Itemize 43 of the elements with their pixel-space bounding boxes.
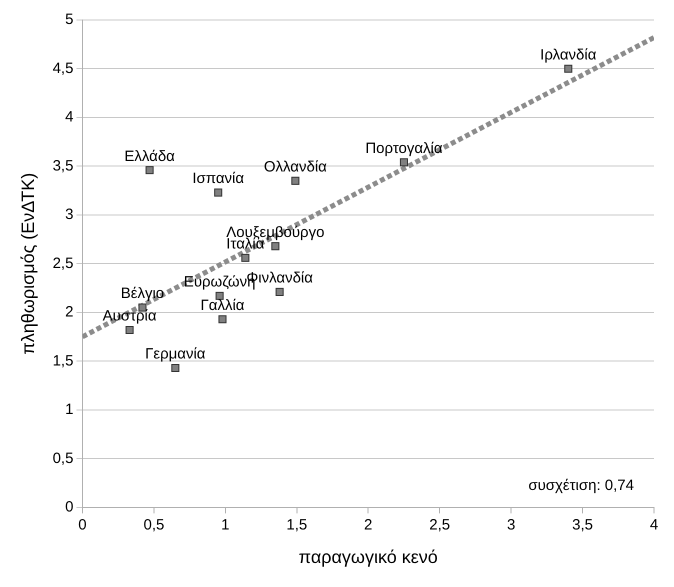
point (271, 242, 280, 250)
point (146, 166, 154, 174)
annotation: συσχέτιση: 0,74 (528, 477, 634, 494)
point (171, 364, 180, 372)
annotation: Γαλλία (200, 296, 245, 314)
annotation: Πορτογαλία (365, 140, 443, 157)
y-tick-label: 2,5 (52, 254, 74, 272)
x-tick-label: 2,5 (429, 516, 450, 534)
point (291, 176, 300, 185)
x-tick-label: 3,5 (572, 516, 593, 534)
annotation: Βέλγιο (120, 285, 164, 302)
point (564, 64, 572, 73)
y-tick-label: 0 (65, 498, 74, 516)
x-tick-label: 0 (78, 516, 87, 534)
x-tick-label: 2 (364, 516, 372, 534)
y-tick-label: 3 (65, 206, 74, 224)
y-tick-label: 0,5 (52, 450, 74, 467)
point (241, 254, 250, 262)
annotation: Ελλάδα (124, 148, 176, 165)
x-tick-label: 1,5 (286, 516, 308, 534)
annotation: Ολλανδία (264, 158, 328, 176)
annotation: Γερμανία (145, 346, 206, 363)
annotation: Ιρλανδία (540, 46, 597, 64)
point (218, 315, 227, 324)
y-tick-label: 4,5 (52, 60, 74, 77)
x-axis-title: παραγωγικό κενό (298, 547, 438, 568)
y-tick-label: 1 (65, 401, 74, 418)
point (126, 326, 134, 334)
point (276, 288, 284, 296)
y-axis-title: πληθωρισμός (ΕνΔΤΚ) (18, 172, 38, 355)
y-tick-label: 5 (65, 11, 74, 28)
annotation: Αυστρία (102, 308, 157, 325)
x-tick-label: 0,5 (143, 516, 164, 534)
point (400, 158, 408, 166)
x-tick-label: 1 (221, 516, 230, 534)
annotation: Ισπανία (192, 170, 244, 188)
x-tick-label: 4 (650, 516, 658, 534)
y-tick-label: 4 (65, 108, 74, 126)
y-tick-label: 2 (65, 304, 74, 321)
y-tick-label: 3,5 (52, 157, 74, 174)
point (214, 188, 222, 197)
y-tick-label: 1,5 (52, 352, 74, 370)
x-tick-label: 3 (506, 516, 516, 534)
